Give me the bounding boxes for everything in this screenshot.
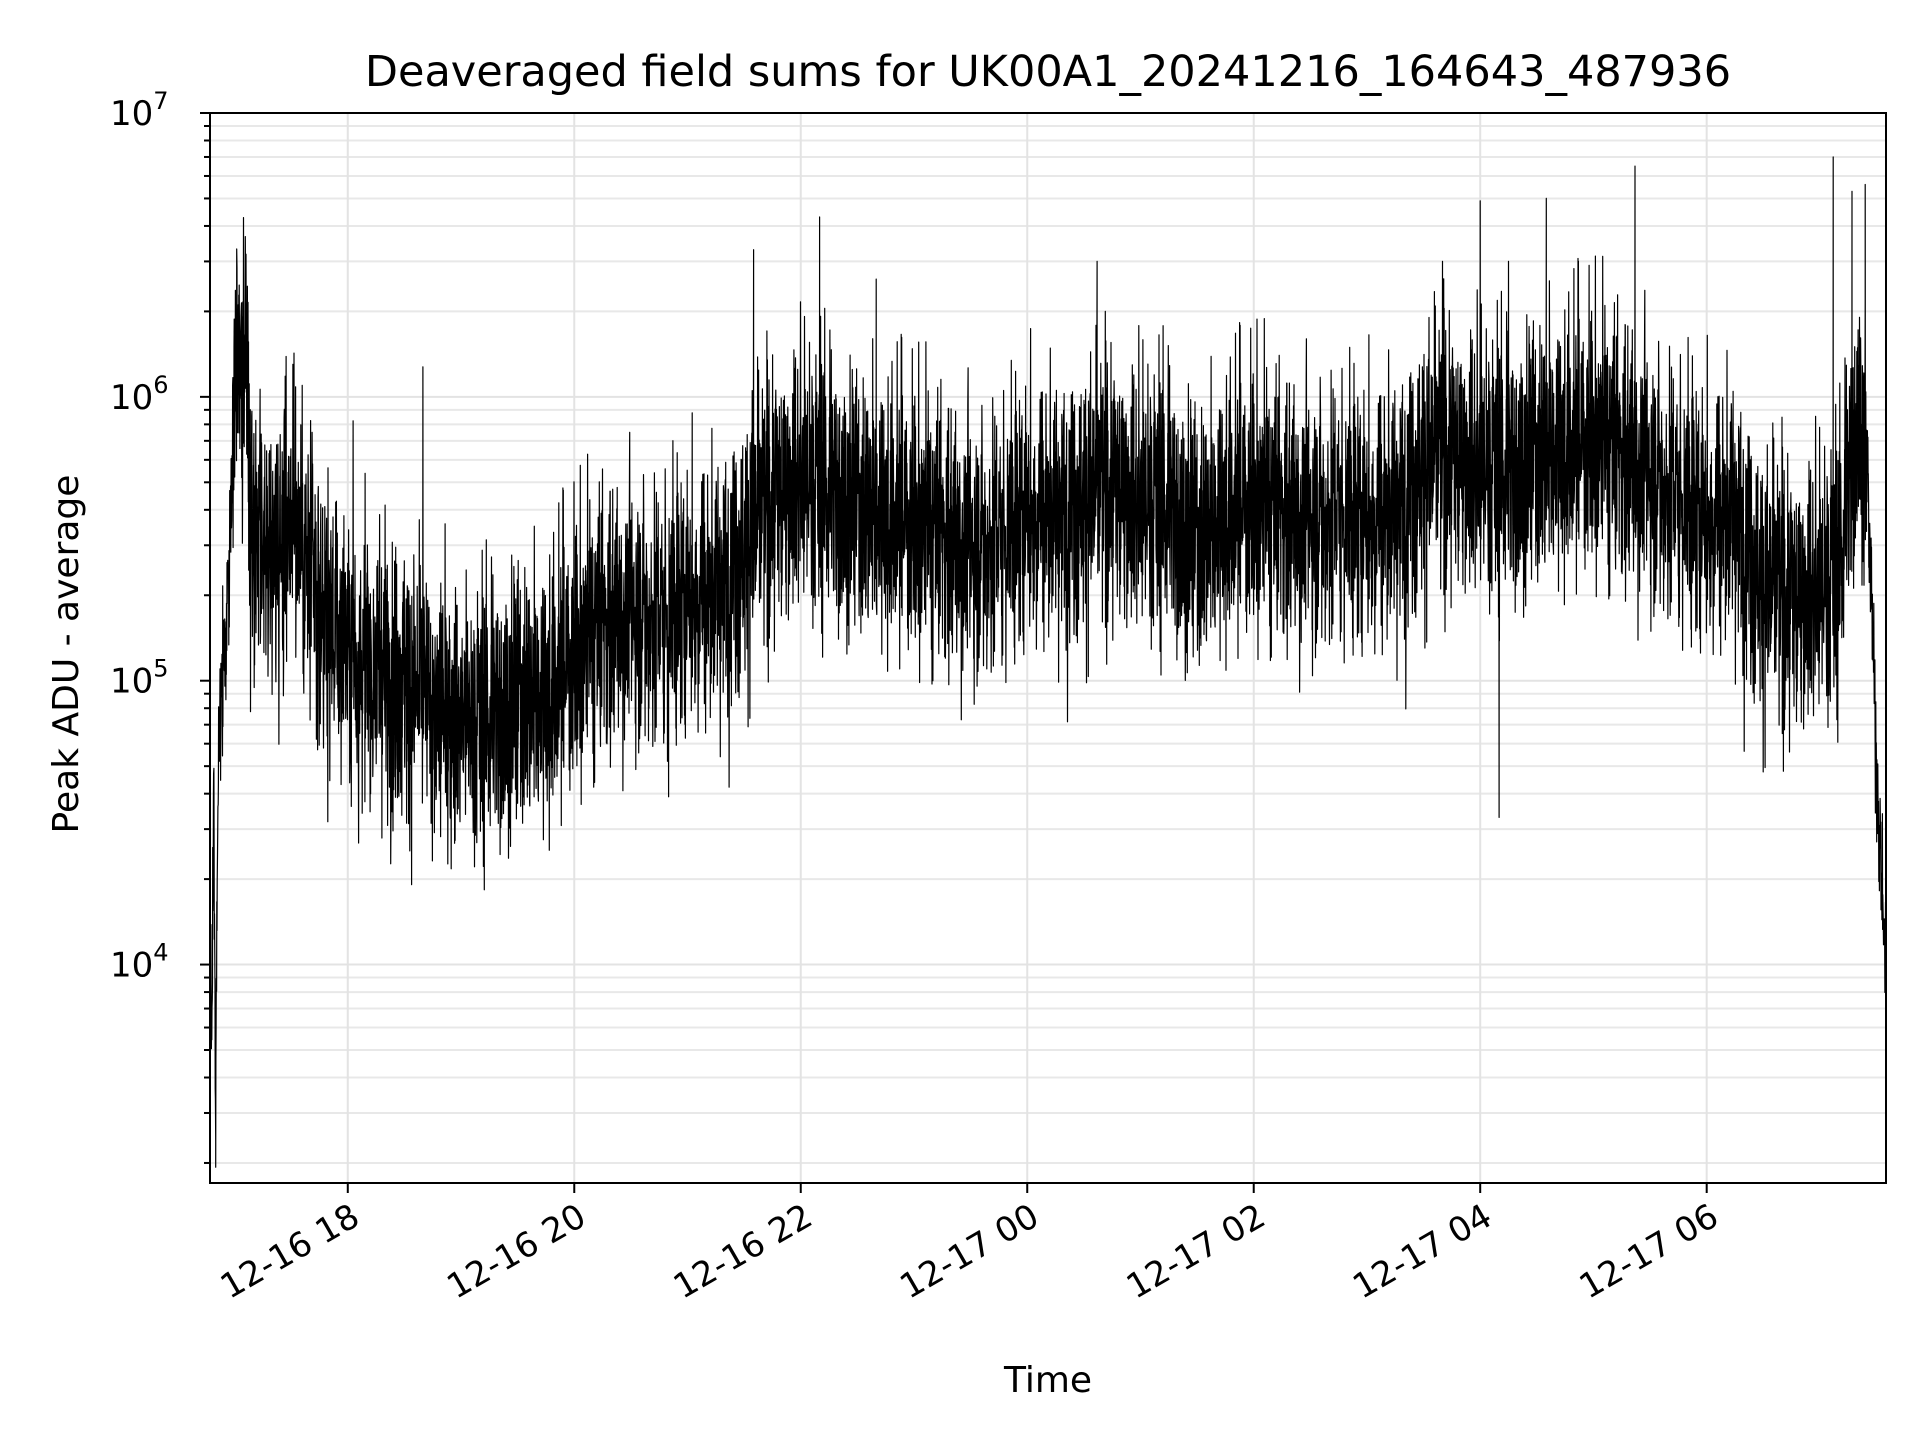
series-group: [209, 156, 1887, 1168]
series-line: [209, 156, 1887, 1168]
x-axis-label: Time: [1003, 1360, 1092, 1401]
y-tick-exponent: 7: [153, 87, 168, 115]
y-axis-label: Peak ADU - average: [46, 475, 87, 834]
y-tick-label: 106: [110, 371, 169, 418]
chart-title: Deaveraged field sums for UK00A1_2024121…: [365, 47, 1731, 97]
y-tick-exponent: 6: [153, 371, 168, 399]
plot-frame: [209, 112, 1887, 1184]
y-tick-exponent: 5: [153, 655, 168, 683]
y-tick-exponent: 4: [153, 939, 168, 967]
